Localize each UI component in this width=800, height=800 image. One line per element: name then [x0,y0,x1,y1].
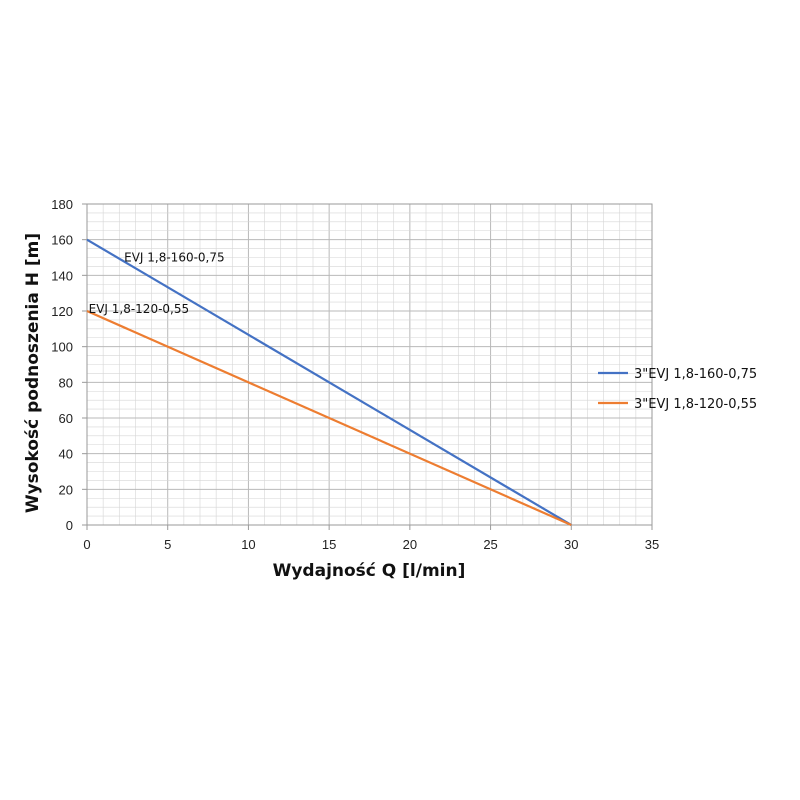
x-tick-label: 30 [564,537,578,552]
y-tick-label: 40 [59,447,73,462]
legend: 3"EVJ 1,8-160-0,75 3"EVJ 1,8-120-0,55 [598,367,757,412]
plot-area-border [86,203,653,526]
series-line-2 [86,309,572,527]
x-tick-label: 25 [483,537,497,552]
axes: 0 5 10 15 20 25 30 35 0 20 40 60 80 100 120 140 160 180 [51,197,659,552]
y-axis-title: Wysokość podnoszenia H [m] [23,233,43,513]
y-tick-label: 140 [51,268,73,283]
x-tick-label: 15 [322,537,336,552]
annotations: EVJ 1,8-160-0,75 EVJ 1,8-120-0,55 [89,251,225,317]
curve-annotation: EVJ 1,8-120-0,55 [89,302,190,316]
y-tick-label: 60 [59,411,73,426]
y-tick-label: 80 [59,375,73,390]
y-tick-label: 100 [51,340,73,355]
series-lines [86,238,572,527]
x-tick-label: 35 [645,537,659,552]
x-tick-label: 20 [403,537,417,552]
y-tick-label: 20 [59,482,73,497]
curve-annotation: EVJ 1,8-160-0,75 [124,251,225,265]
legend-label: 3"EVJ 1,8-160-0,75 [634,367,757,382]
x-tick-label: 0 [83,537,90,552]
y-tick-label: 160 [51,233,73,248]
y-tick-label: 120 [51,304,73,319]
x-tick-label: 5 [164,537,171,552]
x-tick-label: 10 [241,537,255,552]
y-tick-label: 0 [66,518,73,533]
series-line-1 [86,238,572,526]
legend-label: 3"EVJ 1,8-120-0,55 [634,397,757,412]
y-tick-label: 180 [51,197,73,212]
x-axis-title: Wydajność Q [l/min] [273,561,466,581]
